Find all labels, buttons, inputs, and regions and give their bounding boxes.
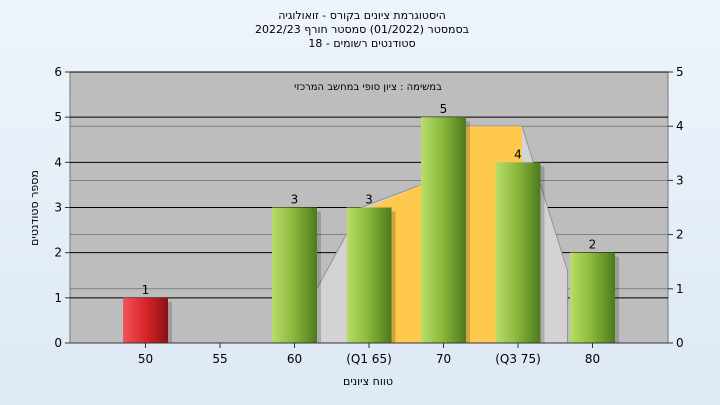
x-tick-label: (Q3 75) bbox=[495, 352, 541, 366]
x-tick-label: 70 bbox=[436, 352, 451, 366]
title-line-3: סטודנטים רשומים - 18 bbox=[308, 37, 415, 50]
y-tick-label: 1 bbox=[54, 291, 62, 305]
title-line-2: בסמסטר (01/2022) סמסטר חורף 2022/23 bbox=[255, 23, 469, 36]
bar bbox=[346, 207, 392, 343]
y2-tick-label: 2 bbox=[676, 228, 684, 242]
annotation-text: במשימה : ציון סופי במחשב המרכזי bbox=[294, 82, 442, 93]
x-tick-label: 55 bbox=[212, 352, 227, 366]
x-tick-label: (Q1 65) bbox=[346, 352, 392, 366]
y2-tick-label: 3 bbox=[676, 173, 684, 187]
gridlines bbox=[70, 71, 668, 299]
y-tick-label: 6 bbox=[54, 65, 62, 79]
y2-tick-label: 4 bbox=[676, 119, 684, 133]
y-tick-label: 2 bbox=[54, 246, 62, 260]
y-axis-label: מספר סטודנטים bbox=[28, 170, 41, 246]
y2-axis-ticks: 0 1 2 3 4 5 bbox=[668, 65, 684, 350]
data-label: 1 bbox=[142, 283, 150, 297]
x-tick-label: 50 bbox=[138, 352, 153, 366]
x-axis-ticks: 50 55 60 (Q1 65) 70 (Q3 75) 80 bbox=[138, 343, 600, 366]
data-label: 4 bbox=[514, 147, 522, 161]
chart-title: היסטוגרמת ציונים בקורס - זואולוגיה בסמסט… bbox=[255, 9, 469, 50]
x-axis-label: טווח ציונים bbox=[343, 375, 393, 388]
x-tick-label: 80 bbox=[585, 352, 600, 366]
y-axis-ticks: 0 1 2 3 4 5 6 bbox=[54, 65, 70, 350]
x-tick-label: 60 bbox=[287, 352, 302, 366]
data-label: 2 bbox=[589, 238, 597, 252]
data-label: 5 bbox=[440, 102, 448, 116]
y-tick-label: 4 bbox=[54, 155, 62, 169]
data-label: 3 bbox=[365, 193, 373, 207]
title-line-1: היסטוגרמת ציונים בקורס - זואולוגיה bbox=[278, 9, 446, 22]
bar bbox=[272, 207, 317, 343]
y2-tick-label: 5 bbox=[676, 65, 684, 79]
bar bbox=[570, 252, 615, 343]
y2-tick-label: 1 bbox=[676, 282, 684, 296]
bar bbox=[495, 162, 541, 343]
bar-highlight bbox=[123, 297, 168, 343]
bars bbox=[123, 117, 619, 344]
y-tick-label: 5 bbox=[54, 110, 62, 124]
y-tick-label: 0 bbox=[54, 336, 62, 350]
data-labels: 1 3 3 5 4 2 bbox=[142, 102, 597, 297]
data-label: 3 bbox=[291, 193, 299, 207]
bar bbox=[421, 117, 466, 344]
y-tick-label: 3 bbox=[54, 201, 62, 215]
y2-tick-label: 0 bbox=[676, 336, 684, 350]
